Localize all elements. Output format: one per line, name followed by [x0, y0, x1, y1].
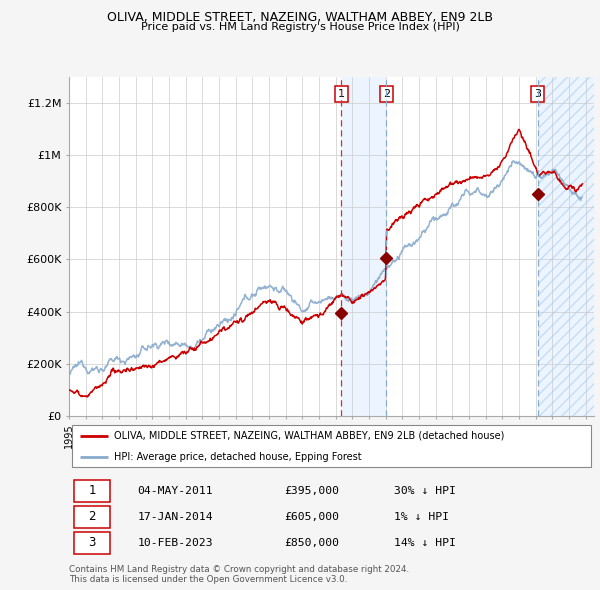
Text: 2: 2: [88, 510, 96, 523]
Text: OLIVA, MIDDLE STREET, NAZEING, WALTHAM ABBEY, EN9 2LB (detached house): OLIVA, MIDDLE STREET, NAZEING, WALTHAM A…: [113, 431, 504, 441]
Text: 10-FEB-2023: 10-FEB-2023: [137, 538, 213, 548]
Text: This data is licensed under the Open Government Licence v3.0.: This data is licensed under the Open Gov…: [69, 575, 347, 584]
FancyBboxPatch shape: [74, 506, 110, 528]
FancyBboxPatch shape: [74, 480, 110, 502]
Bar: [341, 77, 386, 416]
Text: Price paid vs. HM Land Registry's House Price Index (HPI): Price paid vs. HM Land Registry's House …: [140, 22, 460, 32]
Text: 1% ↓ HPI: 1% ↓ HPI: [395, 512, 449, 522]
Text: 1: 1: [88, 484, 96, 497]
Text: 30% ↓ HPI: 30% ↓ HPI: [395, 486, 457, 496]
Text: 17-JAN-2014: 17-JAN-2014: [137, 512, 213, 522]
FancyBboxPatch shape: [71, 425, 592, 467]
Text: Contains HM Land Registry data © Crown copyright and database right 2024.: Contains HM Land Registry data © Crown c…: [69, 565, 409, 574]
Text: £395,000: £395,000: [284, 486, 339, 496]
FancyBboxPatch shape: [74, 532, 110, 554]
Text: HPI: Average price, detached house, Epping Forest: HPI: Average price, detached house, Eppi…: [113, 452, 361, 462]
Bar: [538, 77, 594, 416]
Text: 3: 3: [88, 536, 96, 549]
Text: 04-MAY-2011: 04-MAY-2011: [137, 486, 213, 496]
Text: OLIVA, MIDDLE STREET, NAZEING, WALTHAM ABBEY, EN9 2LB: OLIVA, MIDDLE STREET, NAZEING, WALTHAM A…: [107, 11, 493, 24]
Text: £850,000: £850,000: [284, 538, 339, 548]
Text: 1: 1: [338, 88, 345, 99]
Text: 3: 3: [534, 88, 541, 99]
Text: £605,000: £605,000: [284, 512, 339, 522]
Text: 14% ↓ HPI: 14% ↓ HPI: [395, 538, 457, 548]
Bar: [538, 77, 594, 416]
Text: 2: 2: [383, 88, 390, 99]
